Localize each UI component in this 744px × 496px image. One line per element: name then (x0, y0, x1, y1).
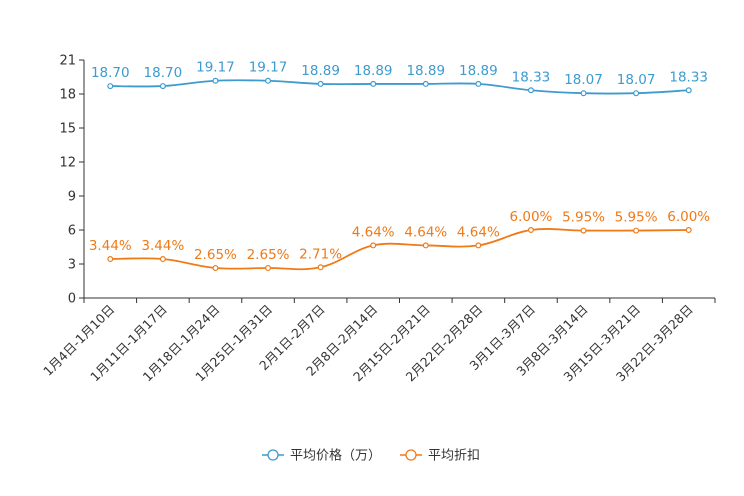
legend-marker (405, 449, 417, 461)
y-tick-label: 15 (59, 122, 76, 137)
data-label: 6.00% (510, 209, 553, 225)
y-tick-label: 6 (68, 224, 76, 239)
data-point (685, 87, 692, 94)
data-point (633, 90, 640, 97)
data-point (370, 242, 377, 249)
y-tick-label: 3 (68, 258, 76, 273)
legend-item-1: 平均价格（万） (262, 448, 381, 464)
y-tick-label: 0 (68, 292, 76, 307)
data-point (107, 256, 114, 263)
series-2: 3.44% 3.44% 2.65% 2.65% 2.71% 4.64% 4.64% 4.64%… (89, 209, 710, 271)
data-point (317, 80, 324, 87)
data-label: 18.89 (354, 63, 393, 79)
data-point (212, 264, 219, 271)
data-point (422, 80, 429, 87)
data-label: 3.44% (89, 238, 132, 254)
data-label: 18.07 (617, 72, 656, 88)
data-point (317, 264, 324, 271)
data-label: 3.44% (141, 238, 184, 254)
y-tick-label: 18 (59, 88, 76, 103)
data-label: 2.65% (247, 247, 290, 263)
legend: 平均价格（万） 平均折扣 (262, 448, 480, 464)
legend-label: 平均价格（万） (290, 448, 381, 464)
data-point (580, 90, 587, 97)
data-label: 2.65% (194, 247, 237, 263)
legend-label: 平均折扣 (428, 449, 480, 464)
data-point (265, 77, 272, 84)
series-1: 18.70 18.70 19.17 19.17 18.89 18.89 18.89 18.89… (91, 60, 708, 97)
data-label: 5.95% (615, 210, 658, 226)
data-label: 18.89 (459, 63, 498, 79)
data-point (107, 83, 114, 90)
data-label: 19.17 (196, 60, 235, 76)
data-label: 4.64% (404, 224, 447, 240)
data-label: 18.89 (301, 63, 340, 79)
series-line (110, 79, 689, 95)
data-label: 18.70 (91, 65, 130, 81)
data-label: 4.64% (352, 224, 395, 240)
data-label: 4.64% (457, 224, 500, 240)
data-label: 6.00% (667, 209, 710, 225)
data-point (212, 77, 219, 84)
data-point (370, 80, 377, 87)
data-label: 18.33 (512, 69, 551, 85)
data-point (159, 83, 166, 90)
y-tick-label: 21 (59, 54, 76, 69)
data-label: 18.33 (669, 69, 708, 85)
data-point (475, 242, 482, 249)
data-label: 18.89 (406, 63, 445, 79)
series-layer: 18.70 18.70 19.17 19.17 18.89 18.89 18.89 18.89… (89, 60, 710, 271)
data-point (265, 264, 272, 271)
legend-item-2: 平均折扣 (400, 449, 480, 464)
data-point (422, 242, 429, 249)
data-point (580, 227, 587, 234)
data-point (633, 227, 640, 234)
legend-marker (267, 449, 279, 461)
data-label: 18.70 (144, 65, 183, 81)
data-label: 18.07 (564, 72, 603, 88)
data-point (685, 227, 692, 234)
data-point (475, 80, 482, 87)
y-tick-label: 9 (68, 190, 76, 205)
data-label: 2.71% (299, 246, 342, 262)
data-label: 5.95% (562, 210, 605, 226)
data-label: 19.17 (249, 60, 288, 76)
data-point (527, 227, 534, 234)
y-tick-label: 12 (59, 156, 76, 171)
data-point (527, 87, 534, 94)
series-line (110, 228, 689, 271)
data-point (159, 256, 166, 263)
